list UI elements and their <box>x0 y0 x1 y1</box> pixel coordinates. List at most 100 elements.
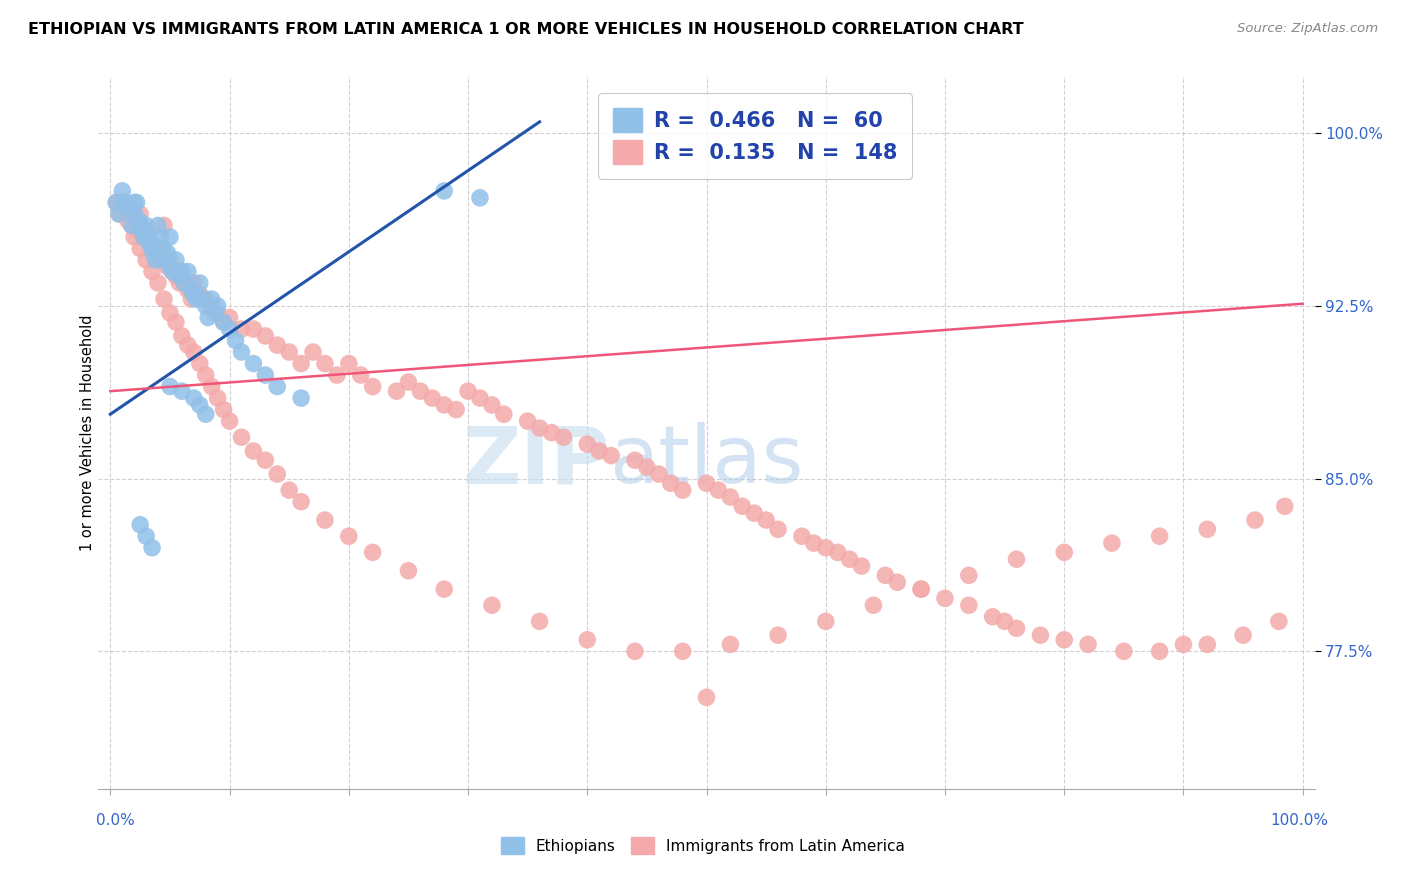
Point <box>170 329 193 343</box>
Point <box>492 407 515 421</box>
Point <box>766 628 789 642</box>
Legend: R =  0.466   N =  60, R =  0.135   N =  148: R = 0.466 N = 60, R = 0.135 N = 148 <box>598 94 912 179</box>
Point <box>1244 513 1267 527</box>
Point <box>105 195 128 210</box>
Point <box>149 230 172 244</box>
Point <box>212 402 235 417</box>
Point <box>326 368 349 382</box>
Point <box>141 264 163 278</box>
Point <box>218 414 240 428</box>
Point <box>125 223 148 237</box>
Point <box>131 223 153 237</box>
Point <box>468 191 491 205</box>
Point <box>183 276 205 290</box>
Point <box>152 242 174 256</box>
Point <box>218 322 240 336</box>
Point <box>183 287 205 301</box>
Point <box>361 379 384 393</box>
Point <box>138 230 160 244</box>
Point <box>121 219 143 233</box>
Point <box>1053 545 1076 559</box>
Point <box>803 536 825 550</box>
Point <box>201 299 224 313</box>
Point <box>696 476 718 491</box>
Point <box>125 195 148 210</box>
Point <box>153 219 176 233</box>
Point <box>135 223 157 237</box>
Legend: Ethiopians, Immigrants from Latin America: Ethiopians, Immigrants from Latin Americ… <box>494 830 912 862</box>
Point <box>128 214 150 228</box>
Point <box>433 184 456 198</box>
Point <box>165 252 187 267</box>
Point <box>132 230 155 244</box>
Point <box>188 398 211 412</box>
Point <box>177 264 200 278</box>
Point <box>129 219 152 233</box>
Point <box>409 384 432 399</box>
Point <box>957 568 980 582</box>
Point <box>290 357 312 371</box>
Point <box>1077 637 1099 651</box>
Point <box>420 391 443 405</box>
Point <box>146 219 169 233</box>
Point <box>600 449 623 463</box>
Point <box>755 513 778 527</box>
Point <box>624 644 647 658</box>
Point <box>212 315 235 329</box>
Point <box>254 368 277 382</box>
Point <box>170 264 193 278</box>
Point <box>851 559 873 574</box>
Point <box>266 379 288 393</box>
Point <box>433 582 456 596</box>
Point <box>1149 529 1171 543</box>
Point <box>122 207 145 221</box>
Point <box>231 322 253 336</box>
Point <box>1053 632 1076 647</box>
Point <box>242 444 264 458</box>
Point <box>156 260 179 274</box>
Point <box>122 207 145 221</box>
Point <box>186 292 208 306</box>
Point <box>159 230 181 244</box>
Point <box>718 637 741 651</box>
Text: 100.0%: 100.0% <box>1271 813 1329 828</box>
Point <box>540 425 562 440</box>
Point <box>231 430 253 444</box>
Point <box>718 490 741 504</box>
Point <box>170 384 193 399</box>
Point <box>183 345 205 359</box>
Point <box>129 517 152 532</box>
Point <box>188 276 211 290</box>
Point <box>135 529 157 543</box>
Point <box>576 437 599 451</box>
Point <box>138 236 160 251</box>
Point <box>194 407 217 421</box>
Point <box>1197 637 1219 651</box>
Point <box>994 615 1017 629</box>
Point <box>153 246 176 260</box>
Point <box>278 345 301 359</box>
Point <box>194 368 217 382</box>
Point <box>481 398 503 412</box>
Point <box>188 357 211 371</box>
Point <box>1274 500 1296 514</box>
Point <box>117 200 139 214</box>
Point <box>350 368 373 382</box>
Point <box>529 615 551 629</box>
Point <box>396 564 419 578</box>
Point <box>141 236 163 251</box>
Point <box>266 467 288 481</box>
Point <box>957 599 980 613</box>
Point <box>302 345 325 359</box>
Point <box>444 402 467 417</box>
Point <box>290 494 312 508</box>
Point <box>162 264 184 278</box>
Point <box>173 276 195 290</box>
Point <box>122 195 145 210</box>
Point <box>481 599 503 613</box>
Text: 0.0%: 0.0% <box>96 813 135 828</box>
Point <box>183 391 205 405</box>
Point <box>814 615 837 629</box>
Point <box>201 292 224 306</box>
Point <box>146 242 169 256</box>
